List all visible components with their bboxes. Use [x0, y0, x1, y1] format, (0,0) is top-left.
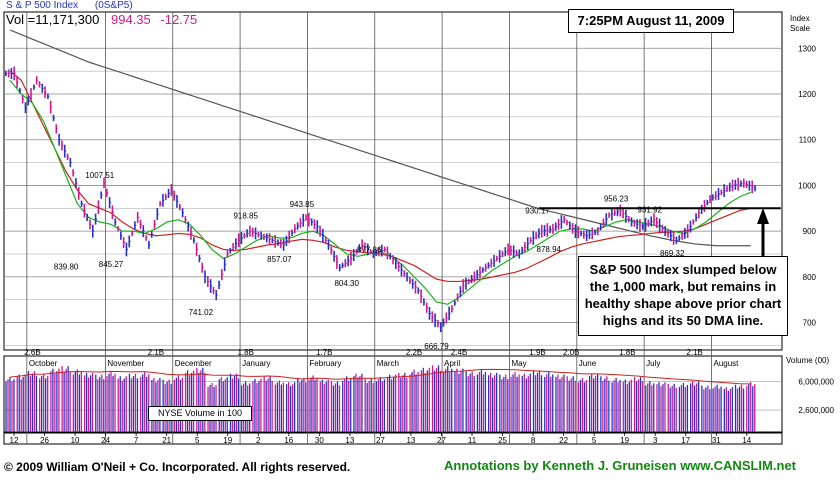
- x-tick-label: 31: [712, 436, 721, 445]
- price-bars: [4, 66, 757, 333]
- month-label: April: [444, 359, 460, 368]
- x-tick-label: 7: [134, 436, 139, 445]
- price-readout: Vol =11,171,300 994.35 -12.75: [6, 12, 197, 27]
- y-tick-label: 1100: [799, 136, 817, 145]
- x-tick-label: 13: [345, 436, 354, 445]
- ma-200-path: [9, 29, 751, 247]
- price-panel-frame: [3, 11, 783, 351]
- x-tick-label: 17: [681, 436, 690, 445]
- month-label: August: [713, 359, 739, 368]
- volume-label: 2.2B: [406, 348, 422, 357]
- y-tick-label: 1300: [798, 44, 816, 53]
- y-tick-label: 700: [803, 319, 817, 328]
- y-tick-label: 900: [803, 227, 817, 236]
- x-tick-label: 13: [406, 436, 415, 445]
- x-tick-label: 5: [195, 436, 200, 445]
- ma-200-line: [9, 29, 751, 247]
- symbol: (0S&P5): [94, 0, 133, 11]
- date-box: 7:25PM August 11, 2009: [568, 9, 734, 33]
- price-label: 839.80: [54, 263, 79, 272]
- x-tick-label: 19: [223, 436, 232, 445]
- month-label: May: [511, 359, 526, 368]
- date-axis-frame: [3, 432, 783, 445]
- price-label: 869.32: [660, 249, 685, 258]
- price-label: 930.17: [525, 206, 550, 215]
- volume-label: 2.1B: [148, 348, 164, 357]
- x-tick-label: 3: [653, 436, 658, 445]
- volume-tick-label: 2,600,000: [798, 406, 834, 415]
- price-labels: 1007.51 839.80 845.27 741.02 918.85 857.07 943…: [54, 171, 781, 351]
- x-tick-label: 22: [559, 436, 568, 445]
- month-label: June: [579, 359, 597, 368]
- x-tick-label: 16: [284, 436, 293, 445]
- x-tick-label: 30: [315, 436, 324, 445]
- volume-label: 1.8B: [237, 348, 253, 357]
- month-label: February: [309, 359, 341, 368]
- month-label: March: [377, 359, 399, 368]
- x-tick-label: 10: [71, 436, 80, 445]
- volume-readout: Vol =11,171,300: [6, 12, 100, 27]
- x-tick-label: 27: [376, 436, 385, 445]
- callout-note: S&P 500 Index slumped below the 1,000 ma…: [578, 256, 788, 336]
- volume-tick-label: 6,000,000: [798, 377, 834, 386]
- y-tick-label: 800: [803, 273, 817, 282]
- month-label: July: [646, 359, 660, 368]
- month-label: October: [29, 359, 58, 368]
- volume-label: 2.0B: [563, 348, 579, 357]
- annotation-credit: Annotations by Kenneth J. Gruneisen www.…: [444, 458, 796, 473]
- price-label: 878.94: [537, 245, 562, 254]
- price-label: 918.85: [233, 212, 258, 221]
- index-scale-label: Index Scale: [790, 14, 810, 34]
- x-tick-label: 14: [742, 436, 751, 445]
- month-label: December: [175, 359, 212, 368]
- price-label: 877.86: [357, 245, 382, 254]
- volume-label: 2.4B: [451, 348, 467, 357]
- x-tick-label: 19: [620, 436, 629, 445]
- price-label: 845.27: [99, 260, 124, 269]
- price-label: 804.30: [334, 279, 359, 288]
- volume-label: 1.7B: [316, 348, 332, 357]
- price-label: 666.79: [424, 342, 449, 351]
- price-label: 857.07: [267, 255, 292, 264]
- arrow-head: [757, 208, 769, 224]
- x-tick-label: 24: [101, 436, 110, 445]
- x-tick-label: 12: [10, 436, 19, 445]
- x-tick-label: 2: [256, 436, 261, 445]
- ma-50-line: [9, 70, 751, 283]
- volume-average-line: [9, 368, 751, 385]
- volume-label: 1.8B: [619, 348, 635, 357]
- price-label: 956.23: [604, 194, 629, 203]
- chart-header: S & P 500 Index (0S&P5): [6, 0, 147, 11]
- price-change: -12.75: [160, 12, 198, 27]
- x-tick-label: 25: [498, 436, 507, 445]
- last-price: 994.35: [111, 12, 151, 27]
- month-label: November: [107, 359, 144, 368]
- x-tick-label: 21: [162, 436, 171, 445]
- month-label: January: [242, 359, 270, 368]
- index-scale-line-2: Scale: [790, 24, 811, 33]
- ma-50-path: [9, 70, 751, 283]
- price-label: 943.85: [290, 200, 315, 209]
- x-tick-label: 8: [531, 436, 536, 445]
- index-name: S & P 500 Index: [6, 0, 79, 11]
- volume-label: 1.9B: [529, 348, 545, 357]
- price-label: 1007.51: [85, 171, 114, 180]
- volume-panel-label: NYSE Volume in 100: [148, 406, 252, 421]
- callout-arrow: [757, 208, 769, 256]
- index-scale-line-1: Index: [790, 14, 810, 23]
- price-label: 741.02: [189, 308, 214, 317]
- x-tick-label: 11: [468, 436, 477, 445]
- volume-label: 2.6B: [24, 348, 40, 357]
- y-tick-label: 1200: [798, 90, 816, 99]
- x-tick-label: 5: [592, 436, 597, 445]
- volume-label: 2.1B: [686, 348, 702, 357]
- axes: 700 800 900 1000 1100 1200 1300 2,600,000 6,000,…: [10, 44, 835, 445]
- volume-scale-title: Volume (00): [786, 356, 830, 365]
- x-tick-label: 26: [40, 436, 49, 445]
- y-tick-label: 1000: [798, 181, 816, 190]
- price-label: 931.92: [638, 206, 663, 215]
- x-tick-label: 27: [437, 436, 446, 445]
- copyright: © 2009 William O'Neil + Co. Incorporated…: [4, 460, 351, 474]
